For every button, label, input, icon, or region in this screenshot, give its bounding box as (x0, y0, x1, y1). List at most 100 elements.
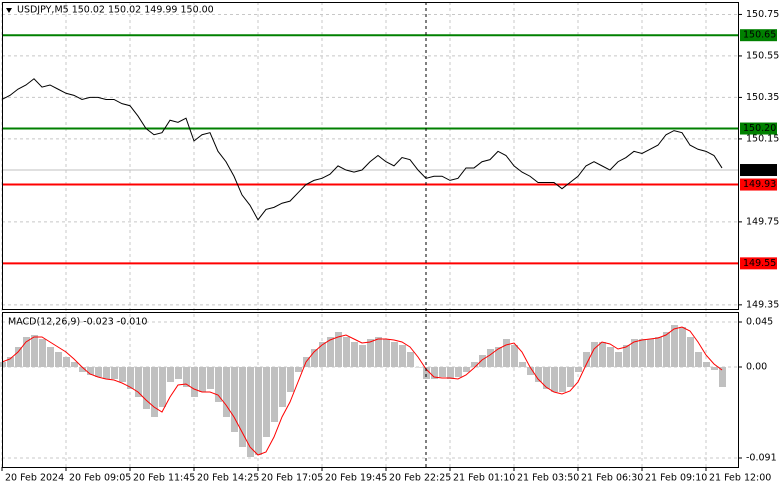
histogram-bar (151, 367, 158, 417)
histogram-bar (495, 347, 502, 367)
histogram-bar (599, 342, 606, 367)
histogram-bar (87, 367, 94, 375)
histogram-bar (535, 367, 542, 382)
histogram-bar (95, 367, 102, 377)
histogram-bar (263, 367, 270, 437)
histogram-bar (111, 367, 118, 379)
histogram-bar (279, 367, 286, 407)
level-label: 149.93 (743, 179, 776, 190)
x-tick-label: 21 Feb 06:30 (581, 473, 643, 484)
histogram-bar (407, 352, 414, 367)
histogram-bar (383, 339, 390, 367)
histogram-bar (223, 367, 230, 417)
histogram-bar (39, 339, 46, 367)
y-tick-label: 150.35 (746, 92, 779, 103)
histogram-bar (63, 357, 70, 367)
histogram-bar (167, 367, 174, 382)
histogram-bar (47, 347, 54, 367)
y-tick-label: 149.75 (746, 216, 779, 227)
histogram-bar (295, 367, 302, 372)
x-tick-label: 20 Feb 2024 (5, 473, 64, 484)
histogram-bar (687, 337, 694, 367)
histogram-bar (591, 342, 598, 367)
x-tick-label: 20 Feb 19:45 (325, 473, 387, 484)
histogram-bar (479, 355, 486, 367)
histogram-bar (191, 367, 198, 397)
histogram-bar (119, 367, 126, 382)
y-tick-label: 150.75 (746, 9, 779, 20)
histogram-bar (255, 367, 262, 455)
histogram-bar (655, 337, 662, 367)
histogram-bar (319, 342, 326, 367)
histogram-bar (7, 357, 14, 367)
histogram-bar (391, 342, 398, 367)
histogram-bar (631, 339, 638, 367)
histogram-bar (695, 352, 702, 367)
histogram-bar (503, 339, 510, 367)
histogram-bar (327, 337, 334, 367)
grid-layer (1, 2, 738, 467)
histogram-bar (71, 362, 78, 367)
histogram-bar (247, 367, 254, 457)
histogram-bar (351, 342, 358, 367)
histogram-bar (159, 367, 166, 407)
x-tick-label: 20 Feb 22:25 (389, 473, 451, 484)
histogram-bar (207, 367, 214, 389)
histogram-bar (511, 345, 518, 367)
histogram-bar (559, 367, 566, 392)
x-tick-label: 20 Feb 11:45 (133, 473, 195, 484)
level-label-bg (740, 257, 777, 270)
x-tick-label: 20 Feb 17:05 (261, 473, 323, 484)
x-tick-label: 20 Feb 09:05 (69, 473, 131, 484)
level-label-bg (740, 122, 777, 135)
x-tick-label: 20 Feb 14:25 (197, 473, 259, 484)
histogram-bar (575, 367, 582, 372)
histogram-bar (423, 367, 430, 379)
x-tick-label: 21 Feb 09:10 (645, 473, 707, 484)
level-label: 150.00 (743, 165, 776, 176)
histogram-bar (103, 367, 110, 379)
histogram-bar (543, 367, 550, 389)
level-label-bg (740, 178, 777, 191)
x-tick-label: 21 Feb 12:00 (709, 473, 771, 484)
histogram-bar (583, 352, 590, 367)
histogram-bar (343, 337, 350, 367)
histogram-bar (55, 352, 62, 367)
histogram-bar (399, 345, 406, 367)
histogram-bar (639, 339, 646, 367)
y-tick-label: 150.15 (746, 133, 779, 144)
y-tick-label: 149.35 (746, 299, 779, 310)
histogram-bar (199, 367, 206, 392)
histogram-bar (447, 367, 454, 379)
histogram-bar (143, 367, 150, 409)
histogram-bar (671, 325, 678, 367)
histogram-bar (551, 367, 558, 392)
histogram-bar (615, 352, 622, 367)
histogram-bar (679, 327, 686, 367)
histogram-bar (455, 367, 462, 377)
histogram-bar (375, 337, 382, 367)
histogram-bar (271, 367, 278, 422)
histogram-bar (471, 362, 478, 367)
histogram-bar (23, 337, 30, 367)
histogram-bar (15, 347, 22, 367)
x-tick-label: 21 Feb 01:10 (453, 473, 515, 484)
histogram-bar (703, 362, 710, 367)
histogram-bar (31, 335, 38, 367)
histogram-bar (487, 349, 494, 367)
level-label: 149.55 (743, 258, 776, 269)
histogram-bar (527, 367, 534, 375)
level-label: 150.65 (743, 30, 776, 41)
histogram-bar (647, 339, 654, 367)
x-tick-label: 21 Feb 03:50 (517, 473, 579, 484)
histogram-bar (519, 362, 526, 367)
histogram-bar (663, 332, 670, 367)
histogram-bar (607, 347, 614, 367)
menu-triangle (6, 8, 12, 13)
histogram-bar (175, 367, 182, 379)
macd-panel-frame (2, 312, 739, 468)
macd-title: MACD(12,26,9) -0.023 -0.010 (8, 317, 147, 328)
price-panel-frame (2, 2, 739, 310)
histogram-bar (311, 349, 318, 367)
